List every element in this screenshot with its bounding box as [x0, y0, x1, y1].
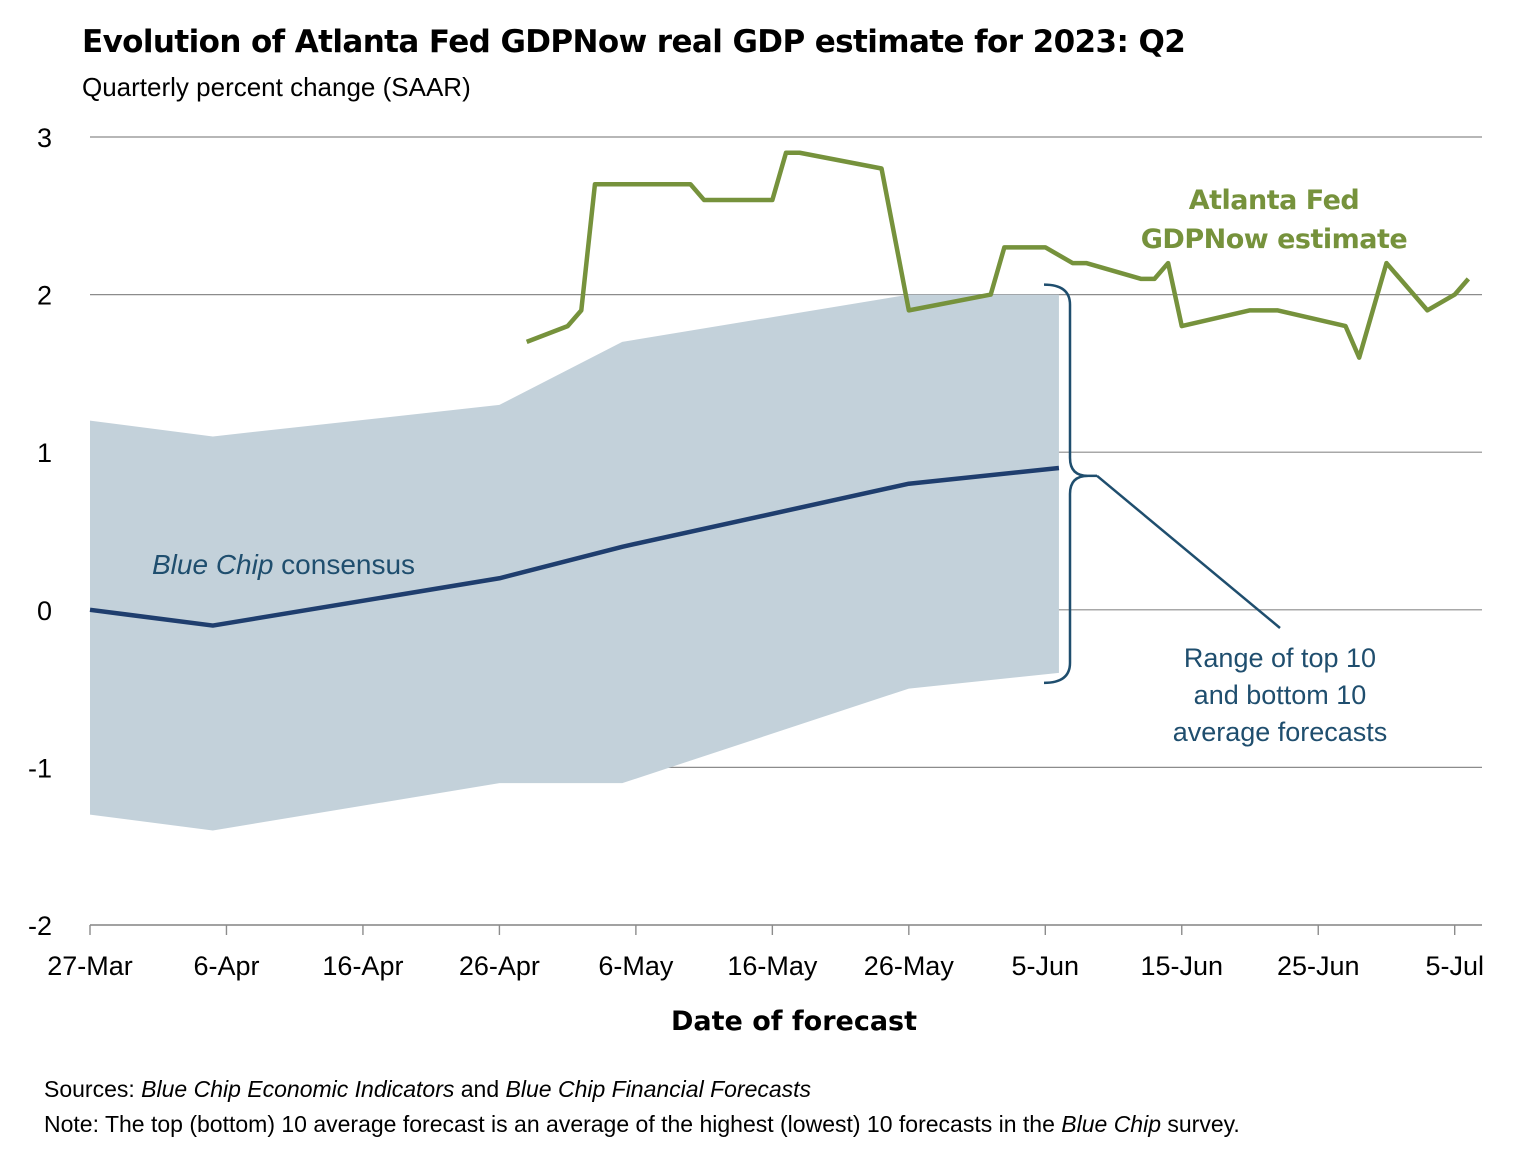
x-tick-label: 6-May: [598, 951, 674, 981]
range-series-label: average forecasts: [1173, 717, 1388, 747]
range-leader-line: [1096, 474, 1281, 629]
y-tick-label: 3: [37, 123, 52, 153]
sources-and: and: [454, 1076, 506, 1102]
y-axis-tick-labels: -2 -1 0 1 2 3: [28, 123, 52, 941]
sources-publication-1: Blue Chip Economic Indicators: [141, 1076, 455, 1102]
footnote: Note: The top (bottom) 10 average foreca…: [44, 1111, 1240, 1138]
x-tick-label: 5-Jul: [1425, 951, 1484, 981]
x-tick-label: 25-Jun: [1277, 951, 1360, 981]
range-band-layer: [90, 294, 1059, 831]
consensus-series-label: Blue Chip consensus: [152, 549, 415, 580]
gdpnow-series-label: GDPNow estimate: [1141, 224, 1407, 255]
range-series-label: and bottom 10: [1194, 680, 1367, 710]
y-tick-label: -1: [28, 753, 52, 783]
annotations: Atlanta Fed GDPNow estimate Blue Chip cons…: [152, 185, 1408, 747]
consensus-label-italic: Blue Chip: [152, 549, 273, 580]
x-tick-label: 5-Jun: [1012, 951, 1080, 981]
range-series-label: Range of top 10: [1184, 643, 1376, 673]
gdpnow-series-label: Atlanta Fed: [1189, 185, 1360, 216]
y-tick-label: 1: [37, 438, 52, 468]
x-axis-title: Date of forecast: [671, 1006, 917, 1037]
sources-publication-2: Blue Chip Financial Forecasts: [505, 1076, 812, 1102]
x-axis: 27-Mar 6-Apr 16-Apr 26-Apr 6-May 16-May 26-May…: [47, 924, 1484, 1037]
y-tick-label: -2: [28, 911, 52, 941]
x-tick-label: 26-Apr: [459, 951, 540, 981]
sources-note: Sources: Blue Chip Economic Indicators a…: [44, 1076, 811, 1103]
gdp-chart: 27-Mar 6-Apr 16-Apr 26-Apr 6-May 16-May 26-May…: [28, 123, 1484, 1037]
note-italic: Blue Chip: [1061, 1111, 1161, 1137]
x-tick-label: 15-Jun: [1140, 951, 1223, 981]
y-tick-label: 2: [37, 281, 52, 311]
x-tick-label: 26-May: [864, 951, 955, 981]
x-tick-label: 16-May: [727, 951, 818, 981]
note-label: Note:: [44, 1111, 99, 1137]
x-tick-label: 27-Mar: [47, 951, 133, 981]
chart-title: Evolution of Atlanta Fed GDPNow real GDP…: [82, 24, 1186, 60]
series-lines-layer: [89, 150, 1471, 628]
note-text-1: The top (bottom) 10 average forecast is …: [98, 1111, 1062, 1137]
y-tick-label: 0: [37, 596, 52, 626]
chart-subtitle: Quarterly percent change (SAAR): [82, 72, 471, 102]
note-text-2: survey.: [1161, 1111, 1240, 1137]
consensus-label-rest: consensus: [273, 549, 415, 580]
x-tick-label: 6-Apr: [193, 951, 259, 981]
gdpnow-estimate-line: [525, 150, 1471, 360]
x-tick-label: 16-Apr: [322, 951, 403, 981]
blue-chip-consensus-line: [89, 465, 1060, 628]
sources-label: Sources:: [44, 1076, 135, 1102]
range-band: [90, 294, 1059, 831]
